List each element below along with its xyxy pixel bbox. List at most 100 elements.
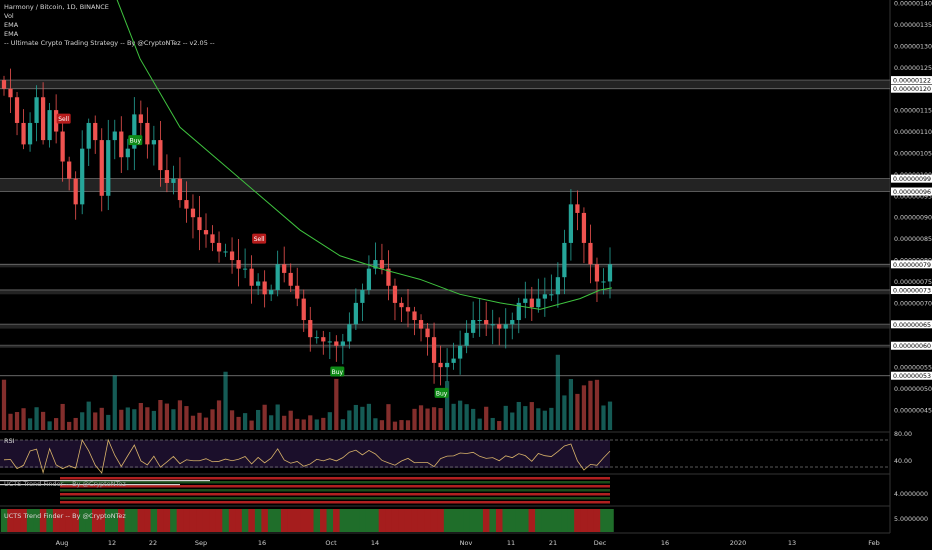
ucts-cell: [124, 509, 132, 532]
ucts-cell: [326, 509, 334, 532]
x-tick-label: Feb: [868, 539, 880, 547]
volume-bar: [27, 418, 33, 430]
candle-body: [510, 320, 515, 325]
ucts-cell: [482, 509, 490, 532]
chart-legend: Harmony / Bitcoin, 1D, BINANCE Vol EMA E…: [4, 3, 215, 48]
volume-bar: [366, 403, 372, 430]
ucts-cell: [222, 509, 230, 532]
price-tag-label: 0.00000099: [893, 176, 931, 183]
candle-body: [60, 131, 65, 162]
y-tick-label: 0.00000085: [894, 236, 932, 243]
symbol-title: Harmony / Bitcoin, 1D, BINANCE: [4, 3, 109, 11]
volume-bar: [177, 400, 183, 430]
ucts-tick-label: 5.0000000: [894, 516, 928, 523]
ucts-cell: [267, 509, 275, 532]
ucts-cell: [378, 509, 386, 532]
ucts-cell: [385, 509, 393, 532]
candle-body: [386, 268, 391, 286]
y-tick-label: 0.00000075: [894, 279, 932, 286]
signal-buy-label: Buy: [332, 369, 344, 376]
ucts-cell: [574, 509, 582, 532]
ucts-cell: [52, 509, 60, 532]
ucts-cell: [600, 509, 608, 532]
volume-bar: [269, 415, 274, 430]
price-tag: [891, 371, 932, 380]
volume-bars: [1, 354, 613, 430]
level-zone: [0, 178, 890, 192]
volume-bar: [197, 412, 202, 430]
volume-bar: [223, 371, 228, 430]
volume-bar: [308, 415, 313, 430]
volume-bar: [451, 403, 456, 430]
volume-bar: [581, 385, 587, 430]
ucts-cell: [144, 509, 152, 532]
ucts-cell: [541, 509, 549, 532]
candle-body: [242, 268, 248, 270]
ucts-stripe: [60, 477, 610, 480]
candle-body: [54, 110, 59, 132]
volume-bar: [321, 417, 326, 430]
candle-body: [34, 97, 39, 123]
candle-body: [568, 204, 574, 243]
ucts-cell: [170, 509, 178, 532]
volume-bar: [1, 379, 7, 430]
candle-body: [542, 294, 547, 299]
candle-body: [308, 320, 313, 338]
candle-body: [47, 110, 52, 141]
volume-bar: [262, 404, 267, 430]
volume-bar: [67, 421, 72, 430]
candle-body: [145, 122, 150, 145]
volume-bar: [431, 407, 437, 430]
ucts-cell: [359, 509, 367, 532]
volume-bar: [164, 403, 170, 430]
ucts-cell: [509, 509, 517, 532]
ucts-cell: [554, 509, 562, 532]
volume-bar: [464, 404, 469, 430]
x-tick-label: 11: [507, 539, 515, 547]
signal-sell-tag: [56, 113, 71, 124]
candle-body: [581, 212, 587, 243]
volume-bar: [379, 420, 385, 430]
volume-bar: [568, 379, 574, 430]
ucts-cell: [98, 509, 106, 532]
volume-bar: [132, 409, 137, 430]
x-tick-label: 16: [661, 539, 669, 547]
volume-bar: [47, 421, 52, 430]
ucts-cell: [163, 509, 171, 532]
ucts-cell: [424, 509, 432, 532]
volume-bar: [399, 420, 404, 430]
volume-bar: [216, 400, 222, 430]
ucts-cell: [476, 509, 484, 532]
volume-bar: [347, 410, 352, 430]
rsi-line: [3, 438, 611, 475]
candle-body: [106, 140, 111, 196]
ucts-cell: [20, 509, 28, 532]
volume-bar: [529, 402, 534, 430]
price-tag: [891, 286, 932, 295]
volume-bar: [497, 421, 502, 430]
candle-body: [301, 298, 306, 321]
candle-body: [484, 320, 489, 325]
candle-body: [464, 332, 469, 346]
volume-bar: [588, 380, 593, 430]
volume-bar: [249, 420, 254, 430]
candle-body: [399, 302, 404, 308]
ucts-cell: [13, 509, 21, 532]
volume-bar: [301, 419, 306, 430]
volume-bar: [190, 415, 196, 430]
ucts-cell: [404, 509, 412, 532]
ucts-cell: [346, 509, 354, 532]
volume-bar: [229, 410, 235, 430]
candle-body: [262, 281, 267, 295]
ucts-cell: [280, 509, 288, 532]
volume-bar: [14, 412, 20, 430]
ema-label-1: EMA: [4, 21, 19, 29]
candle-body: [138, 114, 143, 123]
volume-bar: [288, 410, 293, 430]
volume-bar: [34, 407, 39, 430]
price-tag: [891, 260, 932, 269]
volume-bar: [295, 418, 300, 430]
volume-bar: [562, 395, 567, 430]
strategy-label: -- Ultimate Crypto Trading Strategy -- B…: [4, 39, 215, 47]
